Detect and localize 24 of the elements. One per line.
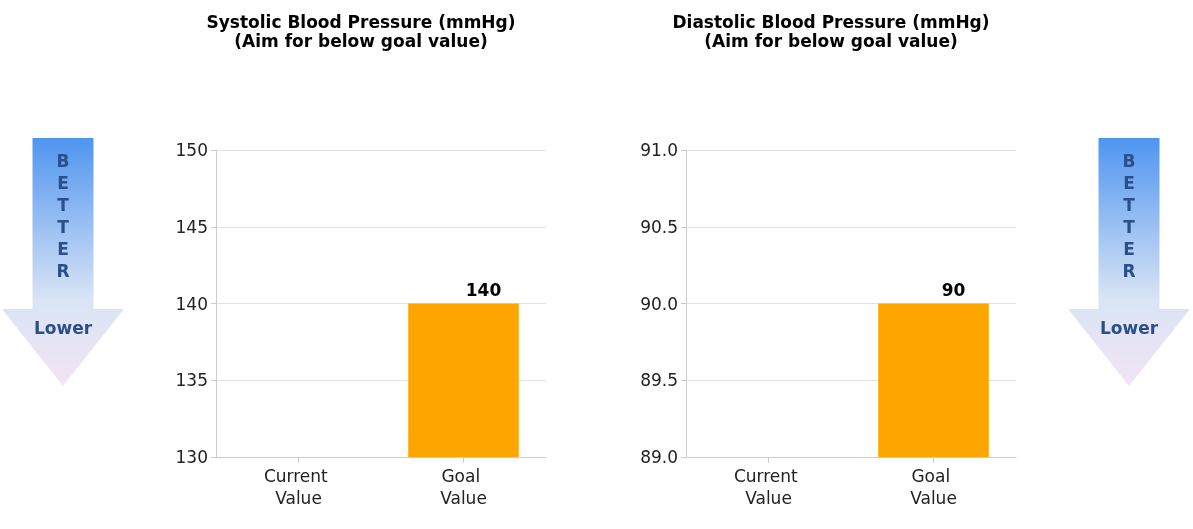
x-tick-label: Goal Value — [910, 466, 957, 508]
chart-title: Systolic Blood Pressure (mmHg) — [206, 11, 516, 32]
x-tick-label: Goal Value — [440, 466, 487, 508]
y-tick-label: 91.0 — [640, 140, 678, 160]
y-tick-label: 89.5 — [640, 370, 678, 391]
chart-subtitle: (Aim for below goal value) — [704, 30, 958, 51]
y-tick-label: 130 — [175, 447, 208, 467]
data-label: 90 — [941, 280, 966, 300]
y-tick-label: 90.5 — [640, 216, 678, 237]
chart-title: Diastolic Blood Pressure (mmHg) — [672, 11, 990, 32]
y-tick-label: 90.0 — [640, 293, 678, 314]
y-tick-label: 140 — [175, 293, 208, 314]
y-tick-label: 89.0 — [640, 447, 678, 467]
y-tick-label: 135 — [175, 370, 208, 391]
x-tick-label: Current Value — [263, 466, 334, 508]
y-tick-label: 150 — [175, 140, 208, 160]
text: BETTER — [1121, 150, 1137, 282]
text: Lower — [1098, 318, 1160, 338]
text: BETTER — [55, 150, 71, 282]
y-tick-label: 145 — [175, 216, 208, 237]
data-label: 140 — [465, 280, 502, 300]
x-tick-label: Current Value — [733, 466, 804, 508]
chart-subtitle: (Aim for below goal value) — [234, 30, 488, 51]
text: Lower — [32, 318, 94, 338]
